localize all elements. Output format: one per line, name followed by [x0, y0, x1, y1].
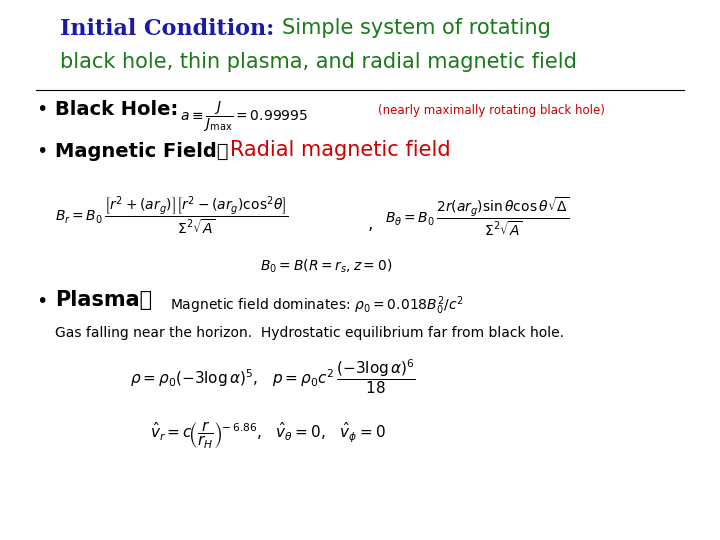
Text: $B_r = B_0\,\dfrac{\left[r^2 + (ar_g)\right]\left[r^2 - (ar_g)\cos^2\!\theta\rig: $B_r = B_0\,\dfrac{\left[r^2 + (ar_g)\ri…	[55, 195, 289, 238]
Text: (nearly maximally rotating black hole): (nearly maximally rotating black hole)	[378, 104, 605, 117]
Text: •: •	[36, 100, 48, 119]
Text: $a \equiv \dfrac{J}{J_{\max}} = 0.99995$: $a \equiv \dfrac{J}{J_{\max}} = 0.99995$	[180, 100, 308, 134]
Text: black hole, thin plasma, and radial magnetic field: black hole, thin plasma, and radial magn…	[60, 52, 577, 72]
Text: •: •	[36, 292, 48, 311]
Text: $B_0=B(R=r_s,z=0)$: $B_0=B(R=r_s,z=0)$	[260, 258, 392, 275]
Text: $B_\theta = B_0\,\dfrac{2r(ar_g)\sin\theta\cos\theta\sqrt{\Delta}}{\Sigma^2\sqrt: $B_\theta = B_0\,\dfrac{2r(ar_g)\sin\the…	[385, 195, 570, 238]
Text: Radial magnetic field: Radial magnetic field	[230, 140, 451, 160]
Text: Magnetic Field：: Magnetic Field：	[55, 142, 228, 161]
Text: •: •	[36, 142, 48, 161]
Text: Gas falling near the horizon.  Hydrostatic equilibrium far from black hole.: Gas falling near the horizon. Hydrostati…	[55, 326, 564, 340]
Text: Initial Condition:: Initial Condition:	[60, 18, 274, 40]
Text: Simple system of rotating: Simple system of rotating	[282, 18, 551, 38]
Text: $\rho = \rho_0(-3\log\alpha)^5$,   $p = \rho_0 c^2\,\dfrac{(-3\log\alpha)^6}{18}: $\rho = \rho_0(-3\log\alpha)^5$, $p = \r…	[130, 358, 416, 396]
Text: Plasma：: Plasma：	[55, 290, 152, 310]
Text: ,: ,	[368, 215, 374, 233]
Text: Black Hole:: Black Hole:	[55, 100, 179, 119]
Text: Magnetic field dominates: $\rho_0=0.018B_0^2/c^2$: Magnetic field dominates: $\rho_0=0.018B…	[170, 294, 464, 316]
Text: $\hat{v}_r = c\!\left(\dfrac{r}{r_H}\right)^{\!\!-6.86}$,   $\hat{v}_\theta = 0$: $\hat{v}_r = c\!\left(\dfrac{r}{r_H}\rig…	[150, 420, 386, 451]
